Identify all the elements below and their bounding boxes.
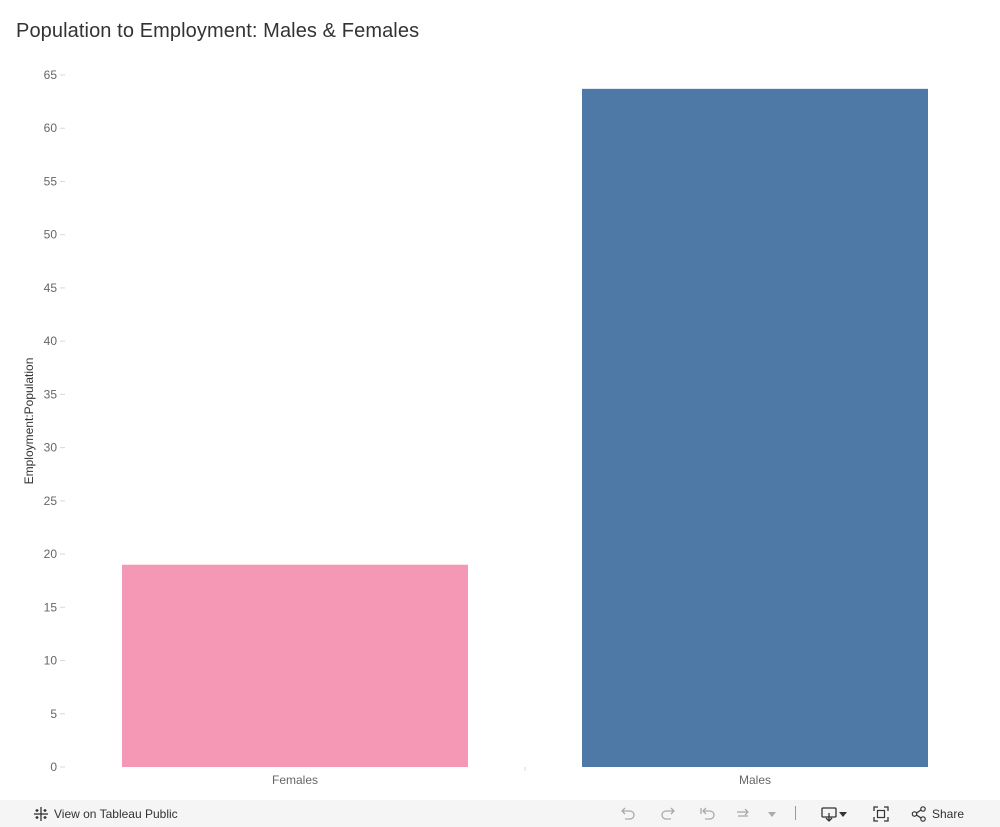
view-on-tableau-label: View on Tableau Public <box>54 806 178 821</box>
y-tick-label: 40 <box>44 334 58 348</box>
y-tick-label: 55 <box>44 174 58 188</box>
view-on-tableau-link[interactable]: View on Tableau Public <box>32 800 178 827</box>
toolbar-divider <box>795 806 796 820</box>
y-tick-label: 35 <box>44 387 58 401</box>
y-tick-label: 25 <box>44 494 58 508</box>
undo-icon <box>619 805 637 823</box>
redo-icon <box>659 805 677 823</box>
revert-button[interactable] <box>698 800 716 827</box>
bar-females <box>122 564 468 767</box>
share-label: Share <box>932 806 965 821</box>
refresh-dropdown[interactable] <box>763 800 781 827</box>
share-icon <box>910 805 928 823</box>
bar-males <box>582 88 928 768</box>
undo-button[interactable] <box>619 800 637 827</box>
chart-title: Population to Employment: Males & Female… <box>16 20 420 42</box>
y-tick-label: 50 <box>44 228 58 242</box>
redo-button[interactable] <box>659 800 677 827</box>
x-tick-label: Males <box>739 773 771 787</box>
share-button[interactable]: Share <box>910 800 964 827</box>
y-axis-title: Employment:Population <box>22 358 36 485</box>
y-tick-label: 60 <box>44 121 58 135</box>
download-button[interactable] <box>820 800 848 827</box>
x-tick-label: Females <box>272 773 318 787</box>
fullscreen-button[interactable] <box>872 800 890 827</box>
dropdown-icon <box>763 805 781 823</box>
y-tick-label: 10 <box>44 654 58 668</box>
y-tick-label: 45 <box>44 281 58 295</box>
download-icon <box>820 805 838 823</box>
fullscreen-icon <box>872 805 890 823</box>
revert-icon <box>698 805 716 823</box>
download-dropdown-icon <box>838 805 848 823</box>
y-tick-label: 30 <box>44 441 58 455</box>
refresh-icon <box>734 805 752 823</box>
y-tick-label: 20 <box>44 547 58 561</box>
tableau-toolbar: View on Tableau Public <box>0 800 1000 827</box>
y-tick-label: 15 <box>44 600 58 614</box>
y-tick-label: 0 <box>50 760 57 774</box>
tableau-logo-icon <box>32 805 50 823</box>
bar-chart: 0 5 10 15 20 25 30 35 40 45 50 55 60 65 Employment:Pop… <box>22 68 928 787</box>
y-tick-label: 5 <box>50 707 57 721</box>
refresh-button[interactable] <box>734 800 752 827</box>
y-tick-label: 65 <box>44 68 58 82</box>
